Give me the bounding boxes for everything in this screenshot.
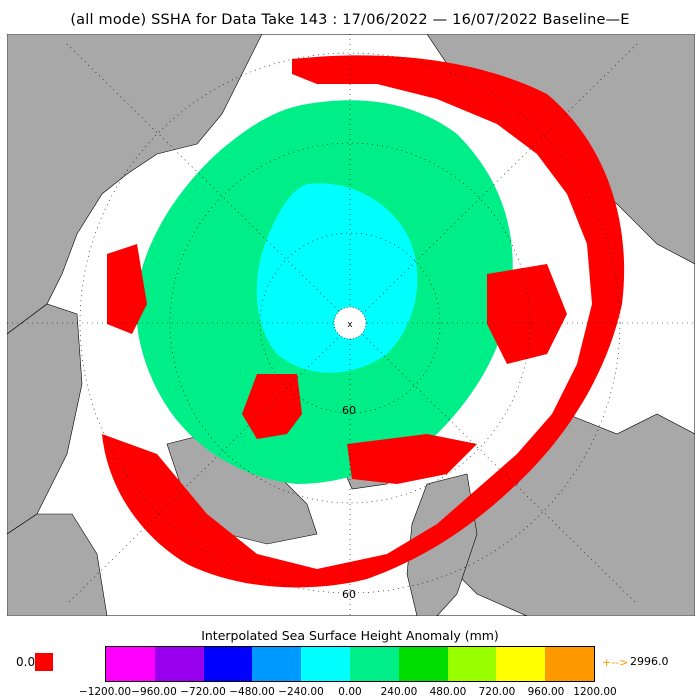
colorbar-tick-label: 1200.00 <box>573 686 617 698</box>
colorbar-swatch <box>203 647 253 681</box>
colorbar-tick-label: 720.00 <box>478 686 516 698</box>
land-west-lower <box>7 513 108 616</box>
colorbar-tick-label: 960.00 <box>527 686 565 698</box>
colorbar-swatch <box>252 647 302 681</box>
colorbar-swatch <box>545 647 594 681</box>
anomaly-greenland-red <box>242 374 302 439</box>
colorbar-tick-label: −960.00 <box>131 686 177 698</box>
overflow-arrow: +--> <box>602 656 629 669</box>
colorbar-tick-label: 240.00 <box>380 686 418 698</box>
colorbar <box>105 646 595 682</box>
graticule-circle-mid <box>169 142 531 504</box>
colorbar-tick-label: 480.00 <box>429 686 467 698</box>
overflow-value: 2996.0 <box>630 655 669 668</box>
map-title: (all mode) SSHA for Data Take 143 : 17/0… <box>70 12 630 28</box>
colorbar-swatch <box>106 647 155 681</box>
graticule-meridian <box>66 43 638 605</box>
missing-value-label: 0.0 <box>16 655 36 669</box>
colorbar-swatch <box>398 647 448 681</box>
graticule-circle-outer <box>79 52 621 594</box>
colorbar-title: Interpolated Sea Surface Height Anomaly … <box>201 628 499 643</box>
graticule-circle-inner <box>259 232 441 414</box>
missing-value-swatch <box>35 653 53 671</box>
graticule-meridian <box>66 43 638 605</box>
anomaly-low-center <box>256 183 418 373</box>
anomaly-layer <box>102 55 625 588</box>
anomaly-east-red <box>487 264 567 364</box>
colorbar-swatch <box>447 647 497 681</box>
pole-hole <box>333 306 367 340</box>
pole-marker: x <box>347 320 353 330</box>
colorbar-tick-label: −1200.00 <box>78 686 132 698</box>
colorbar-tick-label: −720.00 <box>180 686 226 698</box>
colorbar-swatch <box>349 647 399 681</box>
anomaly-high-ring <box>102 55 625 588</box>
polar-map: x 60 60 <box>7 34 695 616</box>
graticule-label: 60 <box>342 404 356 417</box>
anomaly-barents-red <box>347 434 477 484</box>
colorbar-tick-label: 0.00 <box>338 686 362 698</box>
anomaly-west-red-strip <box>107 244 147 334</box>
colorbar-tick-label: −240.00 <box>278 686 324 698</box>
graticule-label: 60 <box>342 588 356 601</box>
colorbar-swatch <box>301 647 350 681</box>
colorbar-swatch <box>154 647 204 681</box>
colorbar-swatch <box>496 647 546 681</box>
colorbar-tick-label: −480.00 <box>229 686 275 698</box>
